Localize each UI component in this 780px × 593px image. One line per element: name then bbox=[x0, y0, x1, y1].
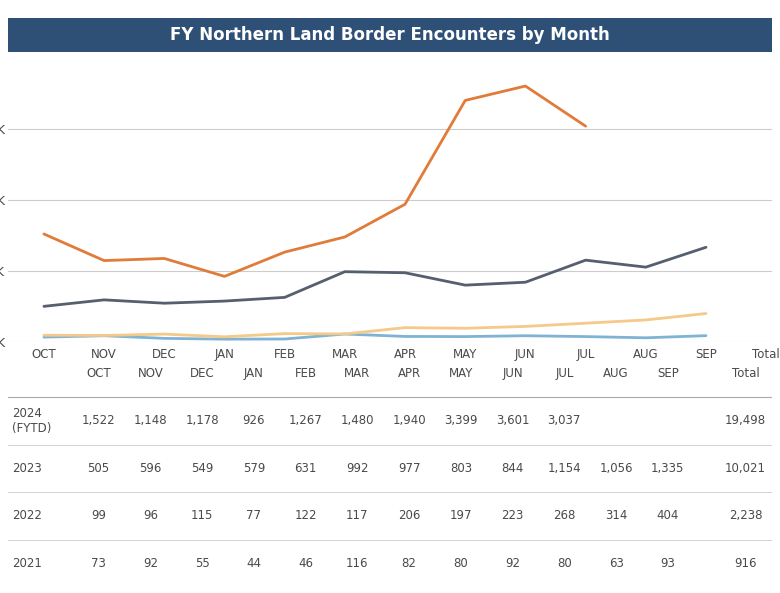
Text: 92: 92 bbox=[505, 557, 520, 570]
Text: 268: 268 bbox=[553, 509, 576, 522]
Text: 1,480: 1,480 bbox=[341, 415, 374, 428]
Text: 992: 992 bbox=[346, 462, 369, 475]
Text: 1,267: 1,267 bbox=[289, 415, 322, 428]
Text: 19,498: 19,498 bbox=[725, 415, 766, 428]
Text: 3,601: 3,601 bbox=[496, 415, 530, 428]
Text: 803: 803 bbox=[450, 462, 472, 475]
Text: 1,178: 1,178 bbox=[186, 415, 219, 428]
Text: 122: 122 bbox=[294, 509, 317, 522]
Text: 1,154: 1,154 bbox=[548, 462, 581, 475]
Text: 2023: 2023 bbox=[12, 462, 42, 475]
Text: 55: 55 bbox=[195, 557, 210, 570]
Text: FY Northern Land Border Encounters by Month: FY Northern Land Border Encounters by Mo… bbox=[170, 26, 610, 44]
Text: JAN: JAN bbox=[244, 367, 264, 380]
Text: 404: 404 bbox=[657, 509, 679, 522]
Text: 1,522: 1,522 bbox=[82, 415, 115, 428]
Text: 2022: 2022 bbox=[12, 509, 42, 522]
Text: AUG: AUG bbox=[603, 367, 629, 380]
Text: 77: 77 bbox=[246, 509, 261, 522]
Text: 1,940: 1,940 bbox=[392, 415, 426, 428]
Text: 44: 44 bbox=[246, 557, 261, 570]
Text: 314: 314 bbox=[605, 509, 627, 522]
Text: 10,021: 10,021 bbox=[725, 462, 766, 475]
Text: 2021: 2021 bbox=[12, 557, 42, 570]
Text: OCT: OCT bbox=[87, 367, 111, 380]
Text: 1,148: 1,148 bbox=[133, 415, 167, 428]
Bar bbox=[215, 25, 245, 50]
Text: 80: 80 bbox=[453, 557, 468, 570]
Bar bbox=[459, 25, 489, 50]
Text: 117: 117 bbox=[346, 509, 369, 522]
Text: 596: 596 bbox=[139, 462, 161, 475]
Text: 2023: 2023 bbox=[376, 31, 411, 44]
Bar bbox=[336, 25, 367, 50]
Text: FEB: FEB bbox=[295, 367, 317, 380]
Bar bbox=[92, 25, 122, 50]
Text: 926: 926 bbox=[243, 415, 265, 428]
Text: 2021: 2021 bbox=[132, 31, 167, 44]
Text: 116: 116 bbox=[346, 557, 369, 570]
Text: 82: 82 bbox=[402, 557, 417, 570]
Text: Total: Total bbox=[732, 367, 759, 380]
Text: JUN: JUN bbox=[502, 367, 523, 380]
Text: 3,399: 3,399 bbox=[444, 415, 477, 428]
Text: 46: 46 bbox=[298, 557, 313, 570]
Text: 549: 549 bbox=[191, 462, 213, 475]
Text: 916: 916 bbox=[734, 557, 757, 570]
Text: 2,238: 2,238 bbox=[729, 509, 762, 522]
Text: 80: 80 bbox=[557, 557, 572, 570]
Text: 2024
(FYTD): 2024 (FYTD) bbox=[12, 407, 51, 435]
Text: 2022: 2022 bbox=[254, 31, 289, 44]
Text: 63: 63 bbox=[608, 557, 623, 570]
Text: MAY: MAY bbox=[448, 367, 473, 380]
Text: 505: 505 bbox=[87, 462, 110, 475]
Text: 3,037: 3,037 bbox=[548, 415, 581, 428]
Text: 977: 977 bbox=[398, 462, 420, 475]
Text: 197: 197 bbox=[449, 509, 472, 522]
Text: 206: 206 bbox=[398, 509, 420, 522]
Text: DEC: DEC bbox=[190, 367, 214, 380]
Text: 1,335: 1,335 bbox=[651, 462, 685, 475]
Text: JUL: JUL bbox=[555, 367, 573, 380]
FancyBboxPatch shape bbox=[8, 18, 772, 52]
Text: NOV: NOV bbox=[137, 367, 163, 380]
Text: 92: 92 bbox=[143, 557, 158, 570]
Text: SEP: SEP bbox=[657, 367, 679, 380]
Text: 631: 631 bbox=[294, 462, 317, 475]
Text: MAR: MAR bbox=[344, 367, 370, 380]
Text: 99: 99 bbox=[91, 509, 106, 522]
Text: 844: 844 bbox=[502, 462, 524, 475]
Text: 96: 96 bbox=[143, 509, 158, 522]
Text: APR: APR bbox=[398, 367, 420, 380]
Text: 223: 223 bbox=[502, 509, 524, 522]
Text: 73: 73 bbox=[91, 557, 106, 570]
Text: 2024 (FYTD): 2024 (FYTD) bbox=[498, 31, 584, 44]
Text: 93: 93 bbox=[661, 557, 675, 570]
Text: FY: FY bbox=[23, 31, 40, 44]
Text: 579: 579 bbox=[243, 462, 265, 475]
Text: 1,056: 1,056 bbox=[599, 462, 633, 475]
Text: 115: 115 bbox=[191, 509, 213, 522]
